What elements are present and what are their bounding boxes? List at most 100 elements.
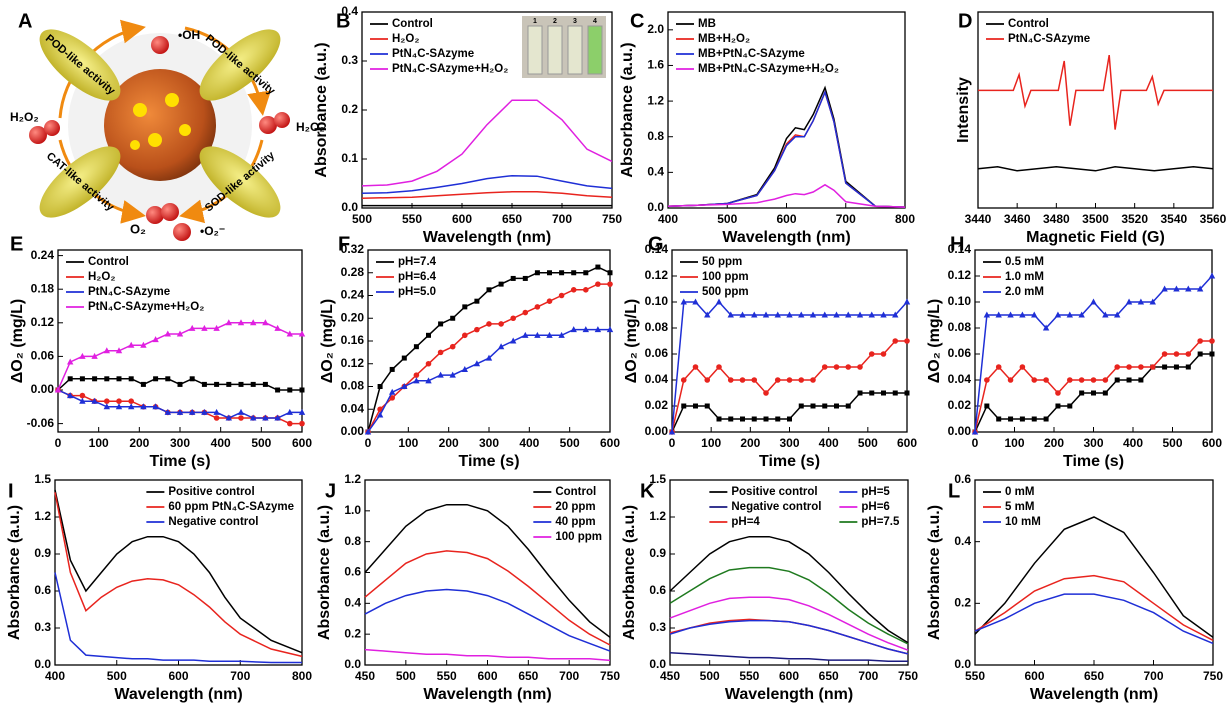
legend-label: MB+PtN₄C-SAzyme+H₂O₂ [698,63,839,75]
x-tick-label: 400 [211,436,231,450]
marker [510,337,517,344]
marker [1008,416,1014,422]
panel-letter: K [640,480,655,502]
legend-label: H₂O₂ [392,33,419,45]
species-label: H₂O₂ [10,110,39,124]
marker [177,381,183,387]
marker [128,341,135,348]
marker [881,390,886,396]
marker [413,377,420,384]
legend-label: Negative control [731,501,821,513]
marker [845,311,852,318]
y-tick-label: 1.5 [34,472,51,486]
marker [570,326,577,333]
y-tick-label: 0.32 [341,242,365,256]
y-tick-label: 0.10 [645,294,669,308]
marker [274,324,281,331]
marker [1078,311,1085,318]
marker [250,319,257,326]
y-tick-label: 0.3 [34,620,51,634]
marker [79,352,86,359]
marker [225,414,232,421]
marker [213,408,220,415]
x-tick-label: 800 [292,669,312,683]
marker [201,408,208,415]
x-axis-label: Time (s) [458,453,519,470]
legend: Positive control 60 ppm PtN₄C-SAzyme Negat… [146,486,294,528]
marker [425,360,432,367]
marker [104,398,110,405]
y-tick-label: 0.1 [341,151,358,165]
x-tick-label: 500 [352,212,372,226]
marker [809,311,817,318]
marker [1185,285,1192,292]
x-tick-label: 600 [897,436,917,450]
marker [582,326,589,333]
x-tick-label: 300 [170,436,190,450]
marker [437,371,444,378]
marker [607,281,613,287]
y-tick-label: 0.12 [31,315,55,329]
marker [786,311,793,318]
marker [238,381,244,387]
legend-label: 100 ppm [555,531,602,543]
x-axis-label: Wavelength (nm) [1030,686,1158,703]
marker [681,403,687,409]
marker [558,292,565,299]
y-tick-label: 0.4 [341,4,358,18]
y-tick-label: 0.4 [647,165,664,179]
marker [856,311,864,318]
x-tick-label: 600 [477,669,497,683]
marker [594,326,602,333]
marker [880,311,887,318]
legend-label: 10 mM [1005,516,1041,528]
marker [116,398,122,405]
marker [425,377,432,384]
legend-label: PtN₄C-SAzyme [88,286,170,298]
species-label: •O₂⁻ [200,224,225,238]
marker [298,330,306,337]
x-tick-label: 550 [437,669,457,683]
y-tick-label: 1.2 [649,509,666,523]
marker [238,415,244,421]
marker [1090,377,1097,383]
marker [786,377,793,383]
y-tick-label: 0.0 [647,200,664,214]
y-tick-label: 0.04 [948,372,972,386]
y-tick-label: 1.6 [647,58,664,72]
marker [1043,377,1049,383]
marker [868,311,875,318]
legend-label: Negative control [168,516,258,528]
y-axis-label: Intensity [955,77,972,143]
marker [152,336,159,343]
marker [845,364,852,370]
y-tick-label: 0.08 [341,379,365,393]
marker [262,381,268,387]
y-tick-label: 0.0 [954,657,971,671]
y-tick-label: 0.6 [649,583,666,597]
vial [567,25,583,75]
legend-label: PtN₄C-SAzyme [392,48,474,60]
marker [1138,377,1144,383]
activity-leaf: CAT-like activity [39,146,121,218]
marker [1114,364,1120,370]
marker [473,360,481,367]
marker [104,376,110,382]
marker [680,377,687,383]
x-axis-label: Wavelength (nm) [722,229,850,246]
x-tick-label: 0 [972,436,979,450]
y-tick-label: 0.06 [948,346,972,360]
y-tick-label: 0.12 [948,268,972,282]
x-tick-label: 600 [452,212,472,226]
marker [449,343,456,350]
y-tick-label: 0.00 [948,424,972,438]
marker [751,377,758,383]
x-tick-label: 750 [602,212,622,226]
marker [570,287,577,293]
marker [775,416,781,422]
marker [996,416,1002,422]
legend-label: PtN₄C-SAzyme+H₂O₂ [88,301,204,313]
marker [1102,390,1108,396]
marker [67,358,74,365]
series-line [977,166,1214,172]
